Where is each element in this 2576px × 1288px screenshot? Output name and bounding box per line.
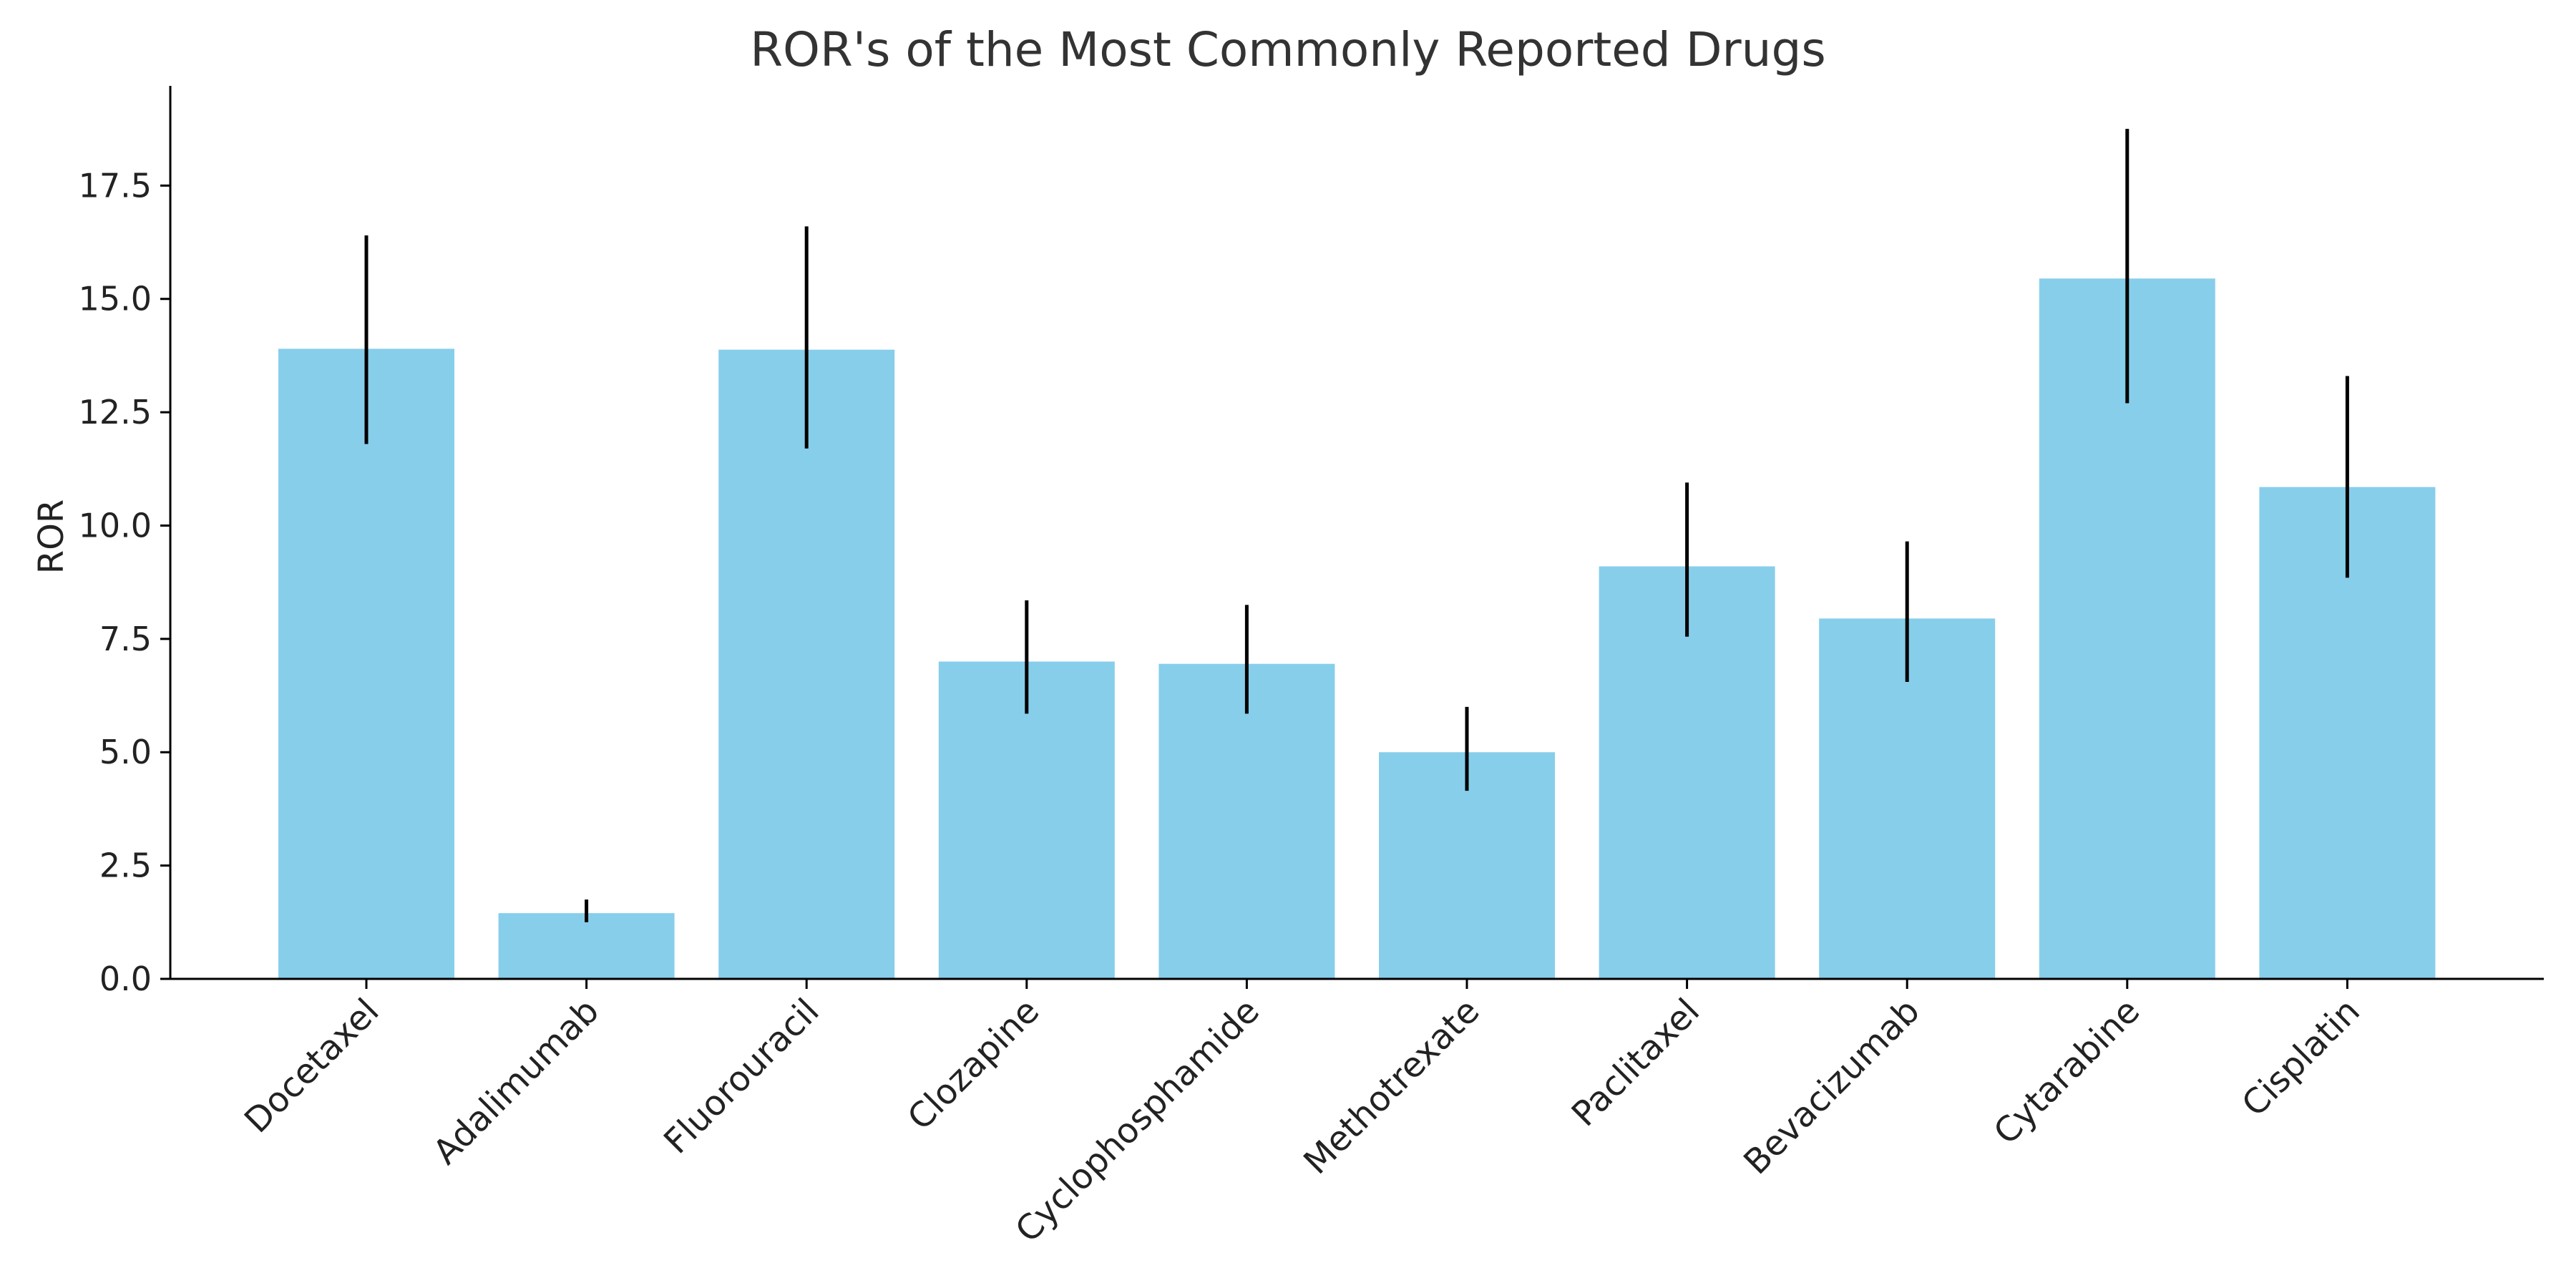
x-tick-label: Clozapine <box>900 991 1047 1138</box>
bar <box>278 348 454 979</box>
x-tick-label: Adalimumab <box>426 991 607 1172</box>
chart-title: ROR's of the Most Commonly Reported Drug… <box>750 22 1826 77</box>
y-tick-label: 15.0 <box>79 280 152 318</box>
y-tick-label: 12.5 <box>79 393 152 431</box>
x-tick-label: Fluorouracil <box>656 991 827 1162</box>
y-tick-label: 5.0 <box>99 733 152 771</box>
y-tick-label: 2.5 <box>99 847 152 885</box>
x-tick-label: Cytarabine <box>1986 991 2148 1153</box>
x-tick-label: Cisplatin <box>2234 991 2367 1124</box>
x-tick-label: Paclitaxel <box>1564 991 1707 1134</box>
y-tick-label: 0.0 <box>99 960 152 998</box>
x-axis: Docetaxel Adalimumab Fluorouracil Clozapine… <box>170 977 2544 1251</box>
bar <box>938 661 1115 979</box>
y-axis: 0.0 2.5 5.0 7.5 10.0 12.5 15.0 17.5 <box>79 86 172 998</box>
bar <box>498 913 675 979</box>
error-bars-group <box>364 129 2349 922</box>
x-tick-label: Cyclophosphamide <box>1008 991 1267 1251</box>
x-tick-label: Docetaxel <box>237 991 387 1141</box>
y-tick-label: 7.5 <box>99 620 152 658</box>
x-tick-label: Methotrexate <box>1296 991 1487 1182</box>
bar <box>718 349 895 979</box>
bar <box>1158 663 1335 979</box>
x-tick-label: Bevacizumab <box>1736 991 1927 1182</box>
y-tick-label: 10.0 <box>79 506 152 545</box>
bars-group <box>278 278 2436 979</box>
y-tick-label: 17.5 <box>79 166 152 205</box>
y-axis-label: ROR <box>31 499 72 574</box>
